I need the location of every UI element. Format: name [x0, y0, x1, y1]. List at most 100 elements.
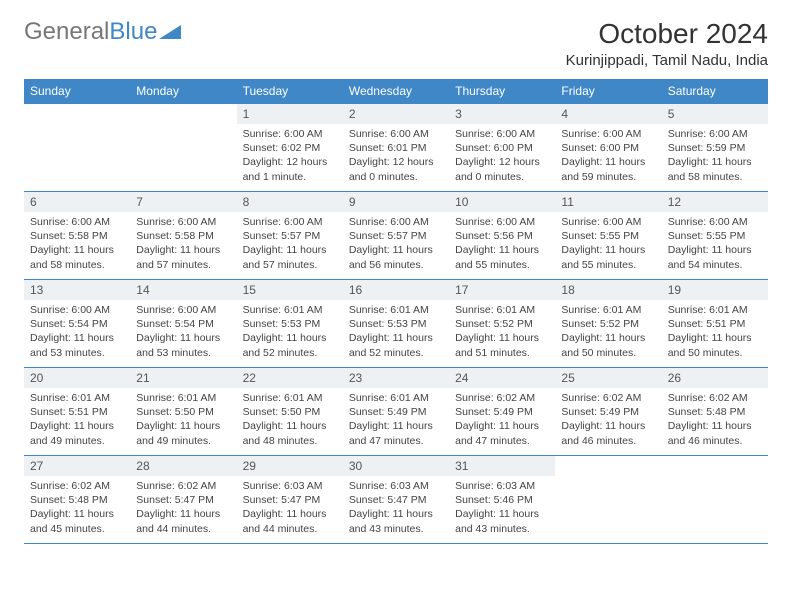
weekday-header: Thursday	[449, 79, 555, 104]
daylight-text: Daylight: 11 hours and 54 minutes.	[668, 243, 762, 271]
daylight-text: Daylight: 11 hours and 59 minutes.	[561, 155, 655, 183]
day-number: 27	[24, 456, 130, 476]
sunrise-text: Sunrise: 6:00 AM	[561, 215, 655, 229]
day-info: Sunrise: 6:03 AMSunset: 5:47 PMDaylight:…	[343, 476, 449, 540]
calendar-day-cell: 28Sunrise: 6:02 AMSunset: 5:47 PMDayligh…	[130, 456, 236, 544]
day-info: Sunrise: 6:01 AMSunset: 5:51 PMDaylight:…	[24, 388, 130, 452]
daylight-text: Daylight: 11 hours and 50 minutes.	[561, 331, 655, 359]
daylight-text: Daylight: 11 hours and 46 minutes.	[561, 419, 655, 447]
sunset-text: Sunset: 5:52 PM	[455, 317, 549, 331]
sunset-text: Sunset: 5:49 PM	[349, 405, 443, 419]
day-number: 17	[449, 280, 555, 300]
day-number: 4	[555, 104, 661, 124]
weekday-header: Saturday	[662, 79, 768, 104]
day-number: 5	[662, 104, 768, 124]
sunset-text: Sunset: 5:55 PM	[561, 229, 655, 243]
day-number: 28	[130, 456, 236, 476]
calendar-day-cell: 23Sunrise: 6:01 AMSunset: 5:49 PMDayligh…	[343, 368, 449, 456]
weekday-header: Sunday	[24, 79, 130, 104]
daylight-text: Daylight: 11 hours and 50 minutes.	[668, 331, 762, 359]
sunrise-text: Sunrise: 6:02 AM	[30, 479, 124, 493]
calendar-header-row: SundayMondayTuesdayWednesdayThursdayFrid…	[24, 79, 768, 104]
day-number: 16	[343, 280, 449, 300]
day-number: 3	[449, 104, 555, 124]
sunset-text: Sunset: 5:49 PM	[561, 405, 655, 419]
day-info: Sunrise: 6:01 AMSunset: 5:53 PMDaylight:…	[343, 300, 449, 364]
day-number: 15	[237, 280, 343, 300]
day-info: Sunrise: 6:02 AMSunset: 5:47 PMDaylight:…	[130, 476, 236, 540]
sunrise-text: Sunrise: 6:00 AM	[349, 215, 443, 229]
day-info: Sunrise: 6:02 AMSunset: 5:49 PMDaylight:…	[449, 388, 555, 452]
sunrise-text: Sunrise: 6:01 AM	[243, 391, 337, 405]
day-number: 2	[343, 104, 449, 124]
day-number: 30	[343, 456, 449, 476]
daylight-text: Daylight: 11 hours and 44 minutes.	[243, 507, 337, 535]
daylight-text: Daylight: 11 hours and 51 minutes.	[455, 331, 549, 359]
day-info: Sunrise: 6:00 AMSunset: 6:02 PMDaylight:…	[237, 124, 343, 188]
sunset-text: Sunset: 5:47 PM	[243, 493, 337, 507]
sunset-text: Sunset: 5:59 PM	[668, 141, 762, 155]
daylight-text: Daylight: 11 hours and 52 minutes.	[243, 331, 337, 359]
sunset-text: Sunset: 5:54 PM	[30, 317, 124, 331]
calendar-week-row: 20Sunrise: 6:01 AMSunset: 5:51 PMDayligh…	[24, 368, 768, 456]
calendar-day-cell: 18Sunrise: 6:01 AMSunset: 5:52 PMDayligh…	[555, 280, 661, 368]
sunrise-text: Sunrise: 6:01 AM	[30, 391, 124, 405]
daylight-text: Daylight: 11 hours and 46 minutes.	[668, 419, 762, 447]
sunset-text: Sunset: 5:50 PM	[243, 405, 337, 419]
sunrise-text: Sunrise: 6:00 AM	[30, 215, 124, 229]
sunset-text: Sunset: 5:55 PM	[668, 229, 762, 243]
day-info: Sunrise: 6:01 AMSunset: 5:49 PMDaylight:…	[343, 388, 449, 452]
day-number: 14	[130, 280, 236, 300]
daylight-text: Daylight: 11 hours and 49 minutes.	[30, 419, 124, 447]
sunset-text: Sunset: 5:58 PM	[30, 229, 124, 243]
sunset-text: Sunset: 5:47 PM	[136, 493, 230, 507]
calendar-day-cell: 17Sunrise: 6:01 AMSunset: 5:52 PMDayligh…	[449, 280, 555, 368]
day-info: Sunrise: 6:02 AMSunset: 5:48 PMDaylight:…	[24, 476, 130, 540]
calendar-day-cell: ..	[130, 104, 236, 192]
sunrise-text: Sunrise: 6:03 AM	[455, 479, 549, 493]
day-number: 25	[555, 368, 661, 388]
month-title: October 2024	[566, 18, 768, 50]
day-number: 6	[24, 192, 130, 212]
sunrise-text: Sunrise: 6:02 AM	[136, 479, 230, 493]
calendar-body: ....1Sunrise: 6:00 AMSunset: 6:02 PMDayl…	[24, 104, 768, 544]
daylight-text: Daylight: 11 hours and 43 minutes.	[349, 507, 443, 535]
sunset-text: Sunset: 5:48 PM	[30, 493, 124, 507]
day-info: Sunrise: 6:00 AMSunset: 5:59 PMDaylight:…	[662, 124, 768, 188]
logo-text-1: General	[24, 18, 109, 46]
sunset-text: Sunset: 5:51 PM	[30, 405, 124, 419]
sunrise-text: Sunrise: 6:01 AM	[349, 391, 443, 405]
day-info: Sunrise: 6:00 AMSunset: 5:54 PMDaylight:…	[130, 300, 236, 364]
sunrise-text: Sunrise: 6:00 AM	[668, 127, 762, 141]
sunset-text: Sunset: 6:02 PM	[243, 141, 337, 155]
calendar-day-cell: 24Sunrise: 6:02 AMSunset: 5:49 PMDayligh…	[449, 368, 555, 456]
calendar-day-cell: 4Sunrise: 6:00 AMSunset: 6:00 PMDaylight…	[555, 104, 661, 192]
title-block: October 2024 Kurinjippadi, Tamil Nadu, I…	[566, 18, 768, 69]
sunrise-text: Sunrise: 6:00 AM	[455, 127, 549, 141]
sunset-text: Sunset: 5:51 PM	[668, 317, 762, 331]
sunset-text: Sunset: 5:54 PM	[136, 317, 230, 331]
sunset-text: Sunset: 5:57 PM	[349, 229, 443, 243]
calendar-day-cell: 9Sunrise: 6:00 AMSunset: 5:57 PMDaylight…	[343, 192, 449, 280]
calendar-table: SundayMondayTuesdayWednesdayThursdayFrid…	[24, 79, 768, 544]
calendar-day-cell: 5Sunrise: 6:00 AMSunset: 5:59 PMDaylight…	[662, 104, 768, 192]
calendar-day-cell: 25 Sunrise: 6:02 AMSunset: 5:49 PMDayligh…	[555, 368, 661, 456]
day-info: Sunrise: 6:03 AMSunset: 5:47 PMDaylight:…	[237, 476, 343, 540]
daylight-text: Daylight: 11 hours and 45 minutes.	[30, 507, 124, 535]
daylight-text: Daylight: 11 hours and 53 minutes.	[30, 331, 124, 359]
day-info: Sunrise: 6:00 AMSunset: 5:57 PMDaylight:…	[237, 212, 343, 276]
calendar-day-cell: 13Sunrise: 6:00 AMSunset: 5:54 PMDayligh…	[24, 280, 130, 368]
day-info: Sunrise: 6:00 AMSunset: 6:00 PMDaylight:…	[555, 124, 661, 188]
sunset-text: Sunset: 5:58 PM	[136, 229, 230, 243]
sunrise-text: Sunrise: 6:02 AM	[561, 391, 655, 405]
day-number: 8	[237, 192, 343, 212]
day-info: Sunrise: 6:01 AMSunset: 5:52 PMDaylight:…	[555, 300, 661, 364]
calendar-day-cell: 12Sunrise: 6:00 AMSunset: 5:55 PMDayligh…	[662, 192, 768, 280]
day-number: 12	[662, 192, 768, 212]
day-number: 11	[555, 192, 661, 212]
logo-triangle-icon	[159, 23, 181, 41]
sunrise-text: Sunrise: 6:01 AM	[349, 303, 443, 317]
calendar-day-cell: 20Sunrise: 6:01 AMSunset: 5:51 PMDayligh…	[24, 368, 130, 456]
calendar-day-cell: ..	[555, 456, 661, 544]
sunset-text: Sunset: 6:00 PM	[455, 141, 549, 155]
